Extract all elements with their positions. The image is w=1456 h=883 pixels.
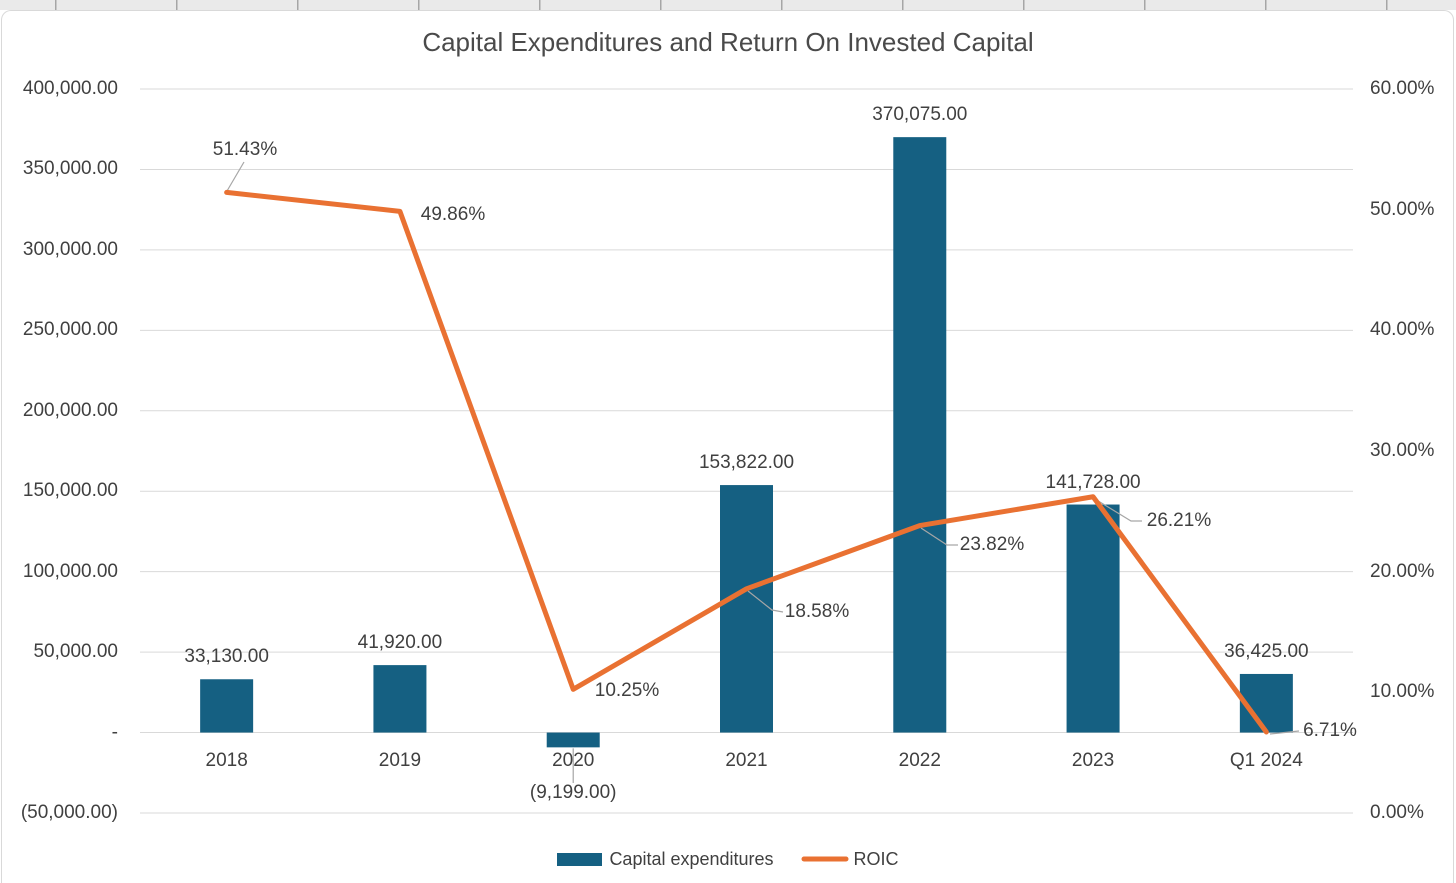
roic-label-leader bbox=[1269, 730, 1300, 735]
roic-line[interactable] bbox=[224, 189, 1269, 735]
bar-2021[interactable] bbox=[720, 485, 773, 733]
legend-roic-swatch-icon bbox=[801, 856, 849, 862]
bar-2020[interactable] bbox=[546, 732, 600, 748]
roic-label-leader bbox=[747, 590, 784, 613]
bar-2018[interactable] bbox=[200, 679, 254, 733]
spreadsheet-cells-strip bbox=[0, 0, 1456, 10]
bar-Q1 2024[interactable] bbox=[1239, 673, 1293, 733]
legend[interactable]: Capital expenditures ROIC bbox=[0, 847, 1456, 871]
legend-capex-label: Capital expenditures bbox=[609, 848, 774, 869]
roic-label-leader bbox=[1094, 498, 1142, 522]
chart-title[interactable]: Capital Expenditures and Return On Inves… bbox=[422, 27, 1034, 57]
bar-2023[interactable] bbox=[1066, 504, 1120, 733]
bar-2022[interactable] bbox=[893, 137, 947, 733]
bar-2019[interactable] bbox=[373, 665, 427, 733]
chart-frame[interactable] bbox=[1, 10, 1454, 883]
roic-label-leader bbox=[920, 527, 958, 546]
legend-roic-label: ROIC bbox=[853, 848, 899, 869]
legend-capex-swatch-icon bbox=[557, 852, 603, 866]
roic-label-leader bbox=[226, 161, 245, 192]
